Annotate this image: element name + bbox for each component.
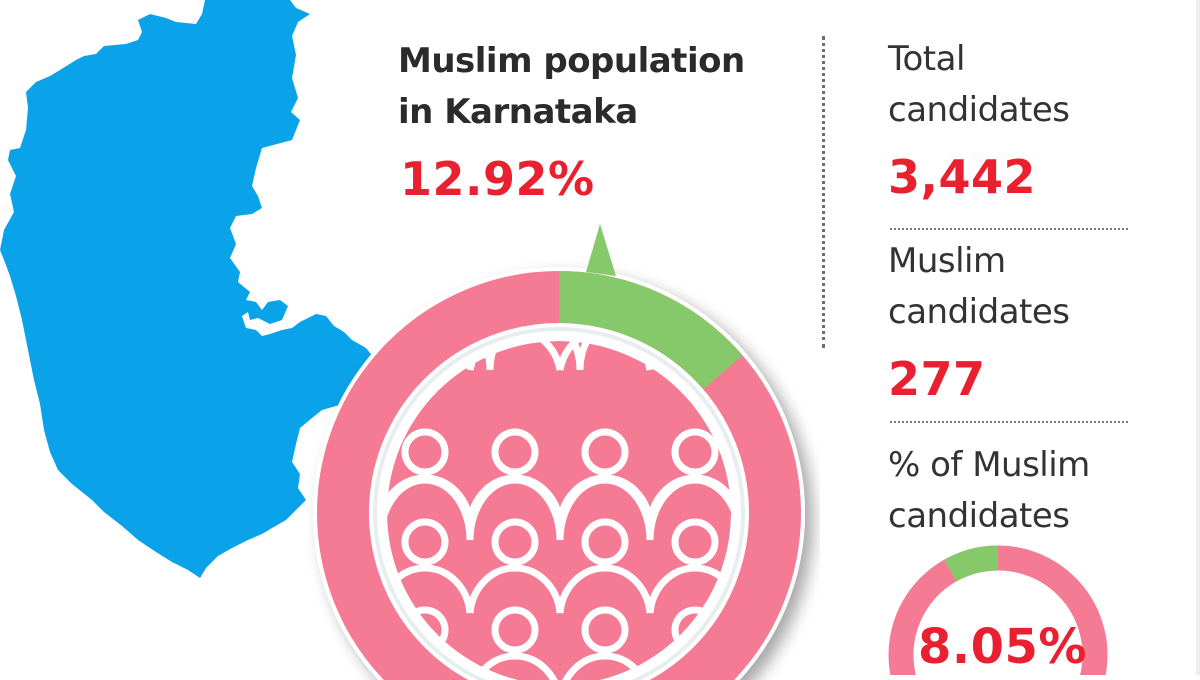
candidates-donut-chart xyxy=(888,545,1108,675)
karnataka-map-icon xyxy=(0,0,380,578)
small-donut-segment-muslim xyxy=(944,545,998,582)
karnataka-state-shape xyxy=(0,0,380,578)
population-donut-chart xyxy=(313,224,805,680)
population-title-line1: Muslim population xyxy=(398,41,745,81)
percent-candidates-value: 8.05% xyxy=(918,619,1088,675)
muslim-candidates-value: 277 xyxy=(888,352,986,406)
divider-1 xyxy=(890,228,1128,230)
vertical-divider xyxy=(822,36,825,348)
population-title: Muslim population in Karnataka xyxy=(398,36,798,138)
total-candidates-value: 3,442 xyxy=(888,150,1037,204)
percent-label-line2: candidates xyxy=(888,496,1070,536)
muslim-label-line2: candidates xyxy=(888,292,1070,332)
total-label-line2: candidates xyxy=(888,90,1070,130)
percent-label-line1: % of Muslim xyxy=(888,445,1090,485)
total-label-line1: Total xyxy=(888,39,965,79)
population-value: 12.92% xyxy=(400,152,595,206)
total-candidates-label: Total candidates xyxy=(888,34,1070,136)
population-title-line2: in Karnataka xyxy=(398,92,638,132)
muslim-label-line1: Muslim xyxy=(888,241,1006,281)
donut-pointer xyxy=(586,224,616,276)
donut-segment-muslim xyxy=(559,271,743,390)
divider-2 xyxy=(890,421,1128,423)
muslim-candidates-label: Muslim candidates xyxy=(888,236,1070,338)
page-edge xyxy=(1196,0,1200,675)
percent-candidates-label: % of Muslim candidates xyxy=(888,440,1090,542)
